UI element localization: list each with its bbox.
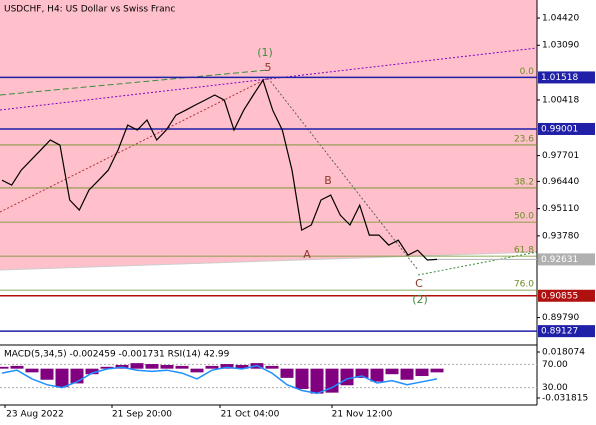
y-tick-label: 0.97701 [542, 151, 579, 161]
macd-bar [85, 368, 99, 375]
level-box [538, 289, 595, 302]
chart-title: USDCHF, H4: US Dollar vs Swiss Franc [4, 5, 175, 15]
level-box [538, 71, 595, 84]
rsi-line [1, 364, 438, 395]
x-tick-label: 21 Oct 04:00 [221, 410, 280, 420]
x-tick-label: 23 Aug 2022 [6, 410, 64, 420]
y-tick-label: 1.03090 [542, 41, 579, 51]
x-tick-label: 21 Nov 12:00 [332, 410, 393, 420]
level-label: 0.89127 [541, 327, 578, 337]
macd-bar [415, 368, 429, 377]
macd-bar [265, 365, 279, 369]
fib-label: 50.0 [514, 212, 534, 222]
rsi-tick-label: 70.00 [542, 360, 568, 370]
y-tick-label: 0.95110 [542, 204, 579, 214]
fib-label: 23.6 [514, 134, 534, 144]
macd-bar [295, 368, 309, 389]
wave-label: A [303, 248, 311, 261]
macd-bar [190, 368, 204, 373]
macd-tick-label: -0.031815 [542, 393, 588, 403]
pink-zone [0, 0, 537, 270]
wave-label: 5 [265, 61, 272, 74]
macd-bar [325, 368, 339, 393]
price-line [1, 78, 438, 261]
macd-bar [355, 368, 369, 378]
zone-edge [0, 251, 538, 271]
macd-bar [10, 365, 24, 369]
fib-label: 76.0 [514, 280, 534, 290]
wave-label: C [415, 277, 423, 290]
macd-bar [220, 364, 234, 369]
macd-bar [400, 368, 414, 380]
level-box [538, 122, 595, 135]
macd-bar [430, 368, 444, 373]
macd-bar [25, 368, 39, 373]
macd-bar [340, 368, 354, 386]
wave-label: (2) [412, 293, 428, 306]
macd-bar [280, 368, 294, 378]
macd-bar [175, 365, 189, 369]
macd-bar [160, 364, 174, 369]
macd-bar [205, 365, 219, 369]
level-label: 0.90855 [541, 291, 578, 301]
macd-tick-label: 0.018074 [542, 348, 585, 358]
macd-bar [370, 368, 384, 382]
macd-bar [100, 366, 114, 369]
current-price-box [538, 253, 595, 266]
wave-label: B [324, 174, 332, 187]
level-label: 0.99001 [541, 124, 578, 134]
fib-label: 38.2 [514, 177, 534, 187]
wave-line [267, 77, 419, 271]
level-label: 1.01518 [541, 73, 578, 83]
y-tick-label: 1.00418 [542, 95, 579, 105]
macd-bar [310, 368, 324, 394]
level-box [538, 325, 595, 338]
rsi-tick-label: 30.00 [542, 383, 568, 393]
current-price-label: 0.92631 [541, 255, 578, 265]
y-tick-label: 0.93780 [542, 231, 579, 241]
macd-bar [235, 364, 249, 369]
macd-bar [55, 368, 69, 388]
macd-bar [145, 364, 159, 369]
wave-label: (1) [257, 46, 273, 59]
fib-label: 0.0 [520, 67, 535, 77]
macd-bar [40, 368, 54, 380]
macd-bar [385, 368, 399, 375]
macd-bar [0, 366, 9, 369]
y-tick-label: 1.04420 [542, 14, 579, 24]
y-tick-label: 0.89790 [542, 313, 579, 323]
y-tick-label: 0.96440 [542, 177, 579, 187]
x-tick-label: 21 Sep 20:00 [112, 410, 172, 420]
fib-label: 61.8 [514, 246, 534, 256]
indicator-label: MACD(5,34,5) -0.002459 -0.001731 RSI(14)… [4, 350, 230, 360]
macd-bar [130, 363, 144, 369]
